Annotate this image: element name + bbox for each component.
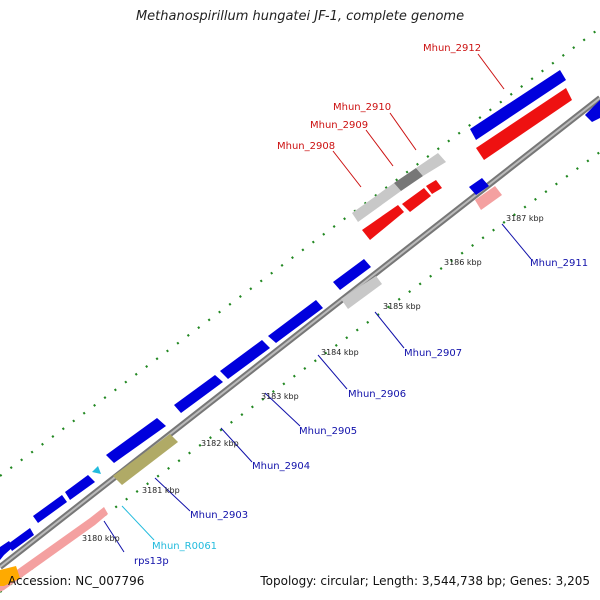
gene-feature-mhun-2910[interactable]: [426, 180, 442, 194]
pseudo-feature-mhun-2910[interactable]: [416, 153, 446, 176]
gene-label-mhun-2909[interactable]: Mhun_2909: [310, 120, 368, 131]
gene-feature-mhun-2906[interactable]: [268, 300, 323, 343]
gene-feature-mhun-2912[interactable]: [476, 88, 572, 160]
connector-rps13p: [103, 520, 125, 553]
gene-feature-mhun-2911[interactable]: [469, 178, 489, 195]
gene-feature[interactable]: [8, 528, 34, 551]
scale-labels: 3180 kbp 3181 kbp 3182 kbp 3183 kbp 3184…: [82, 214, 544, 543]
gene-label-mhun-2908[interactable]: Mhun_2908: [277, 141, 335, 152]
gene-label-mhun-2912[interactable]: Mhun_2912: [423, 43, 481, 54]
gene-feature-mhun-2905[interactable]: [220, 340, 270, 379]
gene-feature[interactable]: [33, 495, 67, 523]
gene-feature-rps13p[interactable]: [65, 475, 95, 500]
rrna-feature-mhun-2911[interactable]: [475, 186, 502, 210]
gene-label-mhun-2903[interactable]: Mhun_2903: [190, 510, 248, 521]
genome-summary-text: Topology: circular; Length: 3,544,738 bp…: [260, 574, 590, 588]
gene-feature-mhun-2908[interactable]: [362, 205, 404, 240]
scale-label-3183: 3183 kbp: [261, 392, 299, 401]
genome-backbone-highlight: [0, 97, 600, 568]
outer-tick-ring: [0, 27, 600, 477]
gene-feature-mhun-2904[interactable]: [174, 375, 223, 413]
scale-label-3180: 3180 kbp: [82, 534, 120, 543]
pseudo-feature-mhun-2908[interactable]: [352, 183, 401, 222]
gene-label-rps13p[interactable]: rps13p: [134, 556, 169, 567]
gene-label-mhun-2911[interactable]: Mhun_2911: [530, 258, 588, 269]
map-title: Methanospirillum hungatei JF-1, complete…: [135, 9, 465, 24]
trna-feature[interactable]: [113, 434, 178, 485]
scale-label-3184: 3184 kbp: [321, 348, 359, 357]
rna-genes: [0, 153, 502, 592]
gene-label-mhun-2907[interactable]: Mhun_2907: [404, 348, 462, 359]
accession-text: Accession: NC_007796: [8, 574, 145, 588]
scale-label-3181: 3181 kbp: [142, 486, 180, 495]
connector-mhun-2907: [374, 311, 405, 349]
connector-mhun-2912: [477, 53, 505, 90]
gene-feature-mhun-2912-forward[interactable]: [470, 70, 566, 140]
pseudo-feature-mhun-2909[interactable]: [394, 168, 423, 191]
scale-label-3185: 3185 kbp: [383, 302, 421, 311]
connector-mhun-2909: [365, 129, 394, 167]
gene-label-mhun-2910[interactable]: Mhun_2910: [333, 102, 391, 113]
gene-label-mhun-2906[interactable]: Mhun_2906: [348, 389, 406, 400]
connector-mhun-2911: [501, 223, 532, 260]
gene-label-mhun-2904[interactable]: Mhun_2904: [252, 461, 310, 472]
scale-label-3182: 3182 kbp: [201, 439, 239, 448]
reverse-strand-genes: [362, 88, 572, 240]
label-connectors: [103, 53, 532, 553]
gene-label-mhun-2905[interactable]: Mhun_2905: [299, 426, 357, 437]
rrna-feature[interactable]: [0, 507, 108, 592]
gene-labels: rps13p Mhun_R0061 Mhun_2903 Mhun_2904 Mh…: [134, 43, 588, 567]
connector-mhun-2905: [264, 392, 301, 427]
connector-mhun-r0061: [121, 505, 155, 541]
pseudo-feature-mhun-2907[interactable]: [341, 276, 382, 309]
gene-feature-mhun-2903[interactable]: [106, 418, 166, 463]
origin-marker: [0, 566, 20, 586]
connector-mhun-2908: [332, 150, 362, 188]
scale-label-3186: 3186 kbp: [444, 258, 482, 267]
connector-mhun-2910: [389, 112, 417, 151]
gene-label-mhun-r0061[interactable]: Mhun_R0061: [152, 541, 217, 552]
forward-strand-genes: [0, 70, 600, 560]
connector-mhun-2903: [154, 477, 191, 512]
gene-feature-mhun-2909[interactable]: [402, 188, 431, 212]
connector-mhun-2904: [220, 427, 253, 463]
connector-mhun-2906: [317, 354, 348, 390]
gene-feature[interactable]: [585, 100, 600, 122]
gene-feature-mhun-2907[interactable]: [333, 259, 371, 290]
rna-feature-mhun-r0061[interactable]: [92, 466, 101, 474]
scale-label-3187: 3187 kbp: [506, 214, 544, 223]
